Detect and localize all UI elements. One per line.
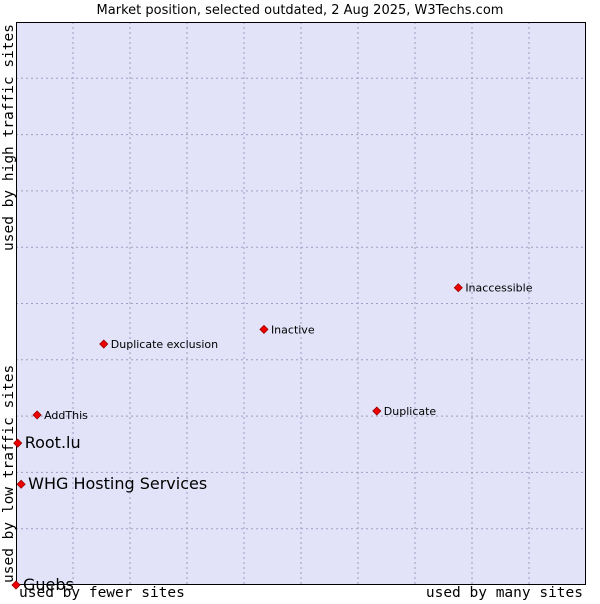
data-point-label: Duplicate [384,405,437,418]
plot-frame [16,22,586,585]
x-axis-label-right: used by many sites [426,585,583,600]
y-axis-label-top: used by high traffic sites [1,24,17,251]
data-point-marker [16,479,26,489]
points-layer: Inaccessible Inactive Duplicate exclusion A… [11,282,533,594]
data-point-label: Inaccessible [465,282,532,295]
data-point-marker [259,324,269,334]
data-point-label: Guebs [23,575,74,594]
data-point-label: WHG Hosting Services [28,474,207,493]
data-point-marker [372,406,382,416]
data-point-label: Inactive [271,323,315,336]
data-point-label: AddThis [44,409,88,422]
data-point-marker [99,339,109,349]
chart-title: Market position, selected outdated, 2 Au… [97,3,504,18]
data-point-label: Root.lu [25,433,81,452]
data-point-label: Duplicate exclusion [111,338,218,351]
grid-layer [16,22,586,585]
y-axis-label-bottom: used by low traffic sites [1,365,17,583]
data-point-marker [11,580,21,590]
x-axis-label-left: used by fewer sites [19,585,185,600]
data-point-marker [453,283,463,293]
data-point-marker [32,410,42,420]
data-point-marker [13,438,23,448]
